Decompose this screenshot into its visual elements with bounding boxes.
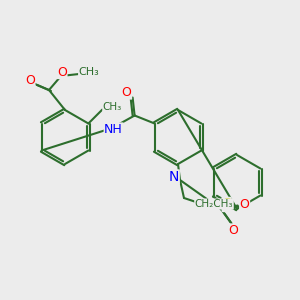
Text: O: O [122, 86, 132, 99]
Text: O: O [240, 198, 250, 211]
Text: CH₃: CH₃ [103, 103, 122, 112]
Text: CH₃: CH₃ [79, 67, 99, 77]
Text: O: O [25, 74, 35, 88]
Text: N: N [169, 170, 179, 184]
Text: O: O [229, 224, 238, 237]
Text: O: O [57, 65, 67, 79]
Text: S: S [222, 197, 231, 212]
Text: CH₂CH₃: CH₂CH₃ [195, 199, 233, 209]
Text: NH: NH [104, 123, 123, 136]
